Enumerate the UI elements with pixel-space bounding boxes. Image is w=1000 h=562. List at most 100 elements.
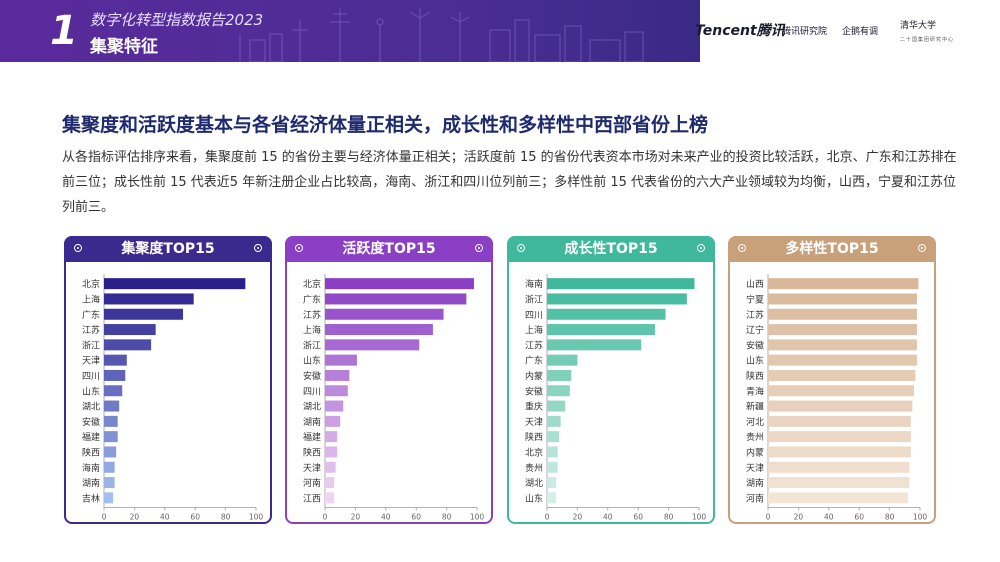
bar <box>547 354 578 366</box>
bar <box>325 354 357 366</box>
bar <box>547 415 561 427</box>
category-label: 上海 <box>82 293 100 305</box>
category-label: 重庆 <box>525 401 543 413</box>
category-label: 四川 <box>525 311 543 321</box>
category-label: 四川 <box>82 372 100 382</box>
bar <box>104 446 117 458</box>
bar <box>768 278 919 290</box>
x-tick-label: 60 <box>190 513 200 522</box>
chart-panel-duoyang: 多样性TOP15 山西 宁夏 江苏 辽宁 安徽 山东 陕西 青海 新疆 河北 贵州 内蒙 天津 湖南 河南 0… <box>728 236 936 524</box>
bar <box>325 477 335 489</box>
category-label: 浙江 <box>525 293 543 305</box>
category-label: 山东 <box>303 355 321 367</box>
bar <box>768 354 917 366</box>
tsinghua-logo: 清华大学 <box>900 21 937 31</box>
category-label: 天津 <box>82 356 100 367</box>
x-tick-label: 80 <box>442 513 452 522</box>
category-label: 海南 <box>82 462 100 474</box>
x-tick-label: 40 <box>381 513 391 522</box>
x-tick-label: 40 <box>824 513 834 522</box>
category-label: 广东 <box>82 309 100 321</box>
category-label: 天津 <box>303 463 321 474</box>
x-tick-label: 20 <box>794 513 804 522</box>
bar <box>325 461 336 473</box>
category-label: 内蒙 <box>525 370 543 382</box>
category-label: 宁夏 <box>746 293 764 305</box>
category-label: 福建 <box>303 431 321 443</box>
bar <box>768 369 916 381</box>
x-tick-label: 100 <box>913 513 928 522</box>
x-tick-label: 60 <box>854 513 864 522</box>
description-text: 从各指标评估排序来看，集聚度前 15 的省份主要与经济体量正相关；活跃度前 15… <box>62 150 957 215</box>
tsinghua-logo-subtitle: 二十国集团研究中心 <box>900 37 955 43</box>
chart-title: 集聚度TOP15 <box>121 241 215 257</box>
bar <box>104 400 120 412</box>
chart-title: 成长性TOP15 <box>564 241 658 257</box>
category-label: 陕西 <box>303 446 321 458</box>
x-tick-label: 80 <box>221 513 231 522</box>
bar <box>768 339 917 351</box>
bar <box>325 385 348 397</box>
bar <box>325 339 420 351</box>
category-label: 山西 <box>746 279 764 290</box>
category-label: 湖南 <box>746 477 764 489</box>
report-title: 数字化转型指数报告2023 <box>90 11 264 29</box>
bar <box>768 415 911 427</box>
category-label: 北京 <box>303 278 321 290</box>
category-label: 上海 <box>525 324 543 336</box>
tencent-logo: Tencent腾讯 <box>695 23 785 39</box>
bar <box>104 308 184 320</box>
target-icon <box>697 244 705 252</box>
category-label: 海南 <box>525 278 543 290</box>
main-title: 集聚度和活跃度基本与各省经济体量正相关，成长性和多样性中西部省份上榜 <box>62 114 709 136</box>
category-label: 吉林 <box>82 492 100 504</box>
bar <box>547 339 642 351</box>
bar <box>547 400 566 412</box>
bar <box>325 492 335 504</box>
category-label: 青海 <box>746 385 764 397</box>
chart-header: 多样性TOP15 <box>728 236 936 262</box>
category-label: 上海 <box>303 324 321 336</box>
category-label: 山东 <box>746 355 764 367</box>
category-label: 北京 <box>82 278 100 290</box>
x-tick-label: 0 <box>102 513 107 522</box>
bar <box>547 446 558 458</box>
chart-header: 集聚度TOP15 <box>64 236 272 262</box>
x-tick-label: 100 <box>249 513 264 522</box>
bar <box>325 278 474 290</box>
x-tick-label: 80 <box>664 513 674 522</box>
category-label: 安徽 <box>525 385 543 397</box>
category-label: 安徽 <box>746 339 764 351</box>
bar <box>547 431 560 443</box>
bar <box>104 415 118 427</box>
bar <box>325 431 338 443</box>
category-label: 江苏 <box>746 309 764 321</box>
bar <box>547 385 570 397</box>
category-label: 浙江 <box>303 339 321 351</box>
x-tick-label: 20 <box>351 513 361 522</box>
x-tick-label: 0 <box>545 513 550 522</box>
category-label: 浙江 <box>82 339 100 351</box>
x-tick-label: 0 <box>323 513 328 522</box>
bar <box>104 461 115 473</box>
category-label: 安徽 <box>82 416 100 428</box>
chart-header: 活跃度TOP15 <box>285 236 493 262</box>
x-tick-label: 40 <box>603 513 613 522</box>
bar <box>104 278 246 290</box>
target-icon <box>295 244 303 252</box>
bar <box>768 431 911 443</box>
bar <box>547 492 557 504</box>
bar <box>325 415 341 427</box>
x-tick-label: 80 <box>885 513 895 522</box>
chart-title: 活跃度TOP15 <box>342 241 436 257</box>
bar <box>547 308 666 320</box>
bar <box>768 385 914 397</box>
bar <box>768 324 917 336</box>
bar <box>768 477 910 489</box>
bar <box>325 324 433 336</box>
category-label: 四川 <box>303 387 321 397</box>
bar <box>325 293 467 305</box>
category-label: 河南 <box>746 492 764 504</box>
